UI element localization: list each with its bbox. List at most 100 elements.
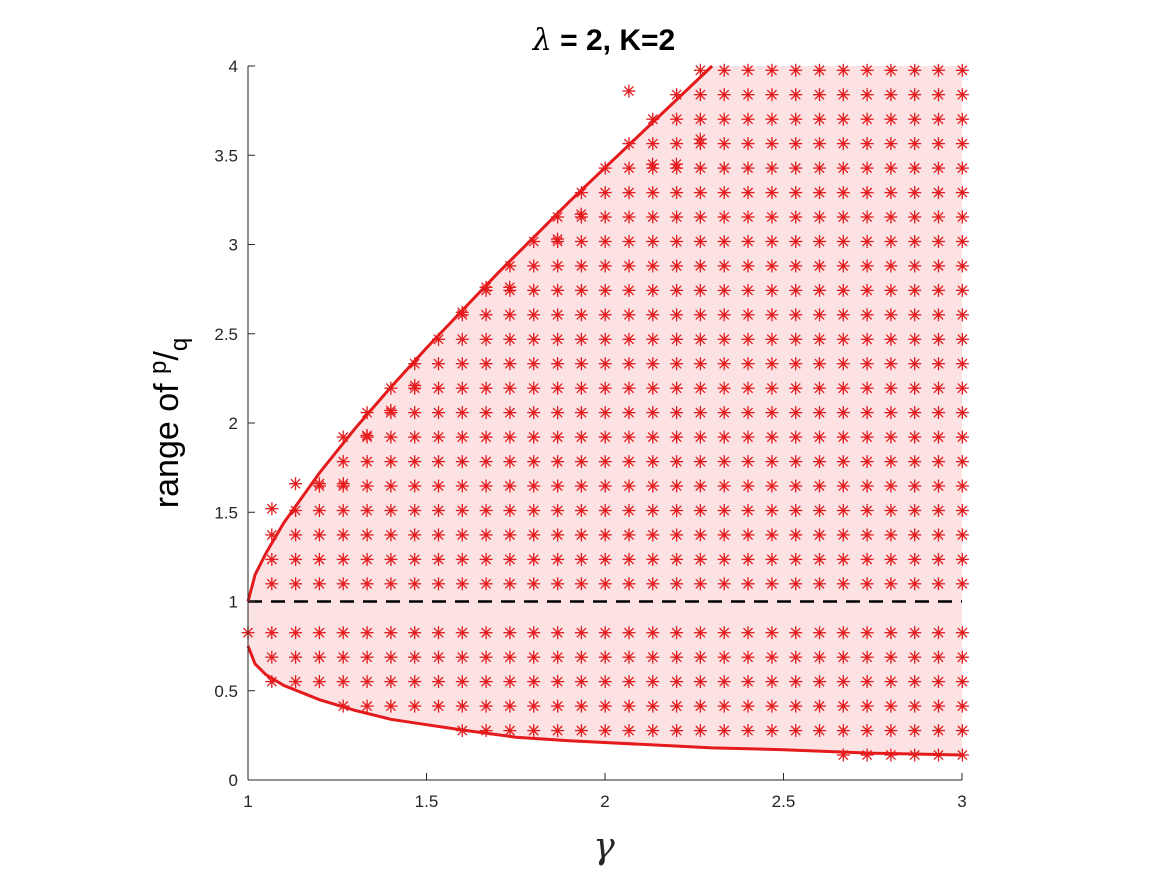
data-point-marker xyxy=(836,210,850,224)
data-point-marker xyxy=(527,357,541,371)
data-point-marker xyxy=(598,504,612,517)
data-point-marker xyxy=(884,381,898,395)
data-point-marker xyxy=(336,477,350,491)
data-point-marker xyxy=(455,332,469,346)
data-point-marker xyxy=(789,504,803,517)
data-point-marker xyxy=(622,235,636,248)
data-point-marker xyxy=(503,406,517,420)
data-point-marker xyxy=(670,210,684,224)
data-point-marker xyxy=(551,577,565,591)
data-point-marker xyxy=(836,430,850,444)
data-point-marker xyxy=(574,724,588,738)
data-point-marker xyxy=(813,235,826,248)
data-point-marker xyxy=(622,161,636,175)
data-point-marker xyxy=(551,381,565,395)
data-point-marker xyxy=(455,504,469,517)
data-point-marker xyxy=(860,381,874,395)
y-tick-label: 2 xyxy=(229,414,238,433)
data-point-marker xyxy=(574,357,588,371)
data-point-marker xyxy=(932,88,945,102)
data-point-marker xyxy=(360,626,374,640)
data-point-marker xyxy=(646,552,660,566)
data-point-marker xyxy=(884,63,898,77)
data-point-marker xyxy=(860,406,874,420)
data-point-marker xyxy=(336,504,350,517)
data-point-marker xyxy=(527,504,541,517)
data-point-marker xyxy=(955,430,969,444)
data-point-marker xyxy=(479,699,493,713)
data-point-marker xyxy=(670,430,684,444)
data-point-marker xyxy=(622,357,636,371)
data-point-marker xyxy=(384,504,398,517)
data-point-marker xyxy=(860,259,874,273)
data-point-marker xyxy=(765,235,779,248)
data-point-marker xyxy=(598,210,612,224)
data-point-marker xyxy=(860,675,874,689)
data-point-marker xyxy=(598,455,612,469)
data-point-marker xyxy=(836,650,850,664)
data-point-marker xyxy=(408,406,422,420)
data-point-marker xyxy=(813,577,826,591)
data-point-marker xyxy=(479,528,493,542)
data-point-marker xyxy=(908,308,922,322)
data-point-marker xyxy=(503,479,517,493)
data-point-marker xyxy=(551,332,565,346)
data-point-marker xyxy=(789,63,803,77)
data-point-marker xyxy=(908,381,922,395)
data-point-marker xyxy=(789,406,803,420)
data-point-marker xyxy=(622,332,636,346)
data-point-marker xyxy=(693,308,707,322)
data-point-marker xyxy=(908,406,922,420)
data-point-marker xyxy=(955,63,969,77)
data-point-marker xyxy=(622,699,636,713)
data-point-marker xyxy=(884,186,898,200)
data-point-marker xyxy=(598,552,612,566)
data-point-marker xyxy=(932,626,945,640)
data-point-marker xyxy=(860,552,874,566)
data-point-marker xyxy=(741,430,755,444)
data-point-marker xyxy=(836,259,850,273)
data-point-marker xyxy=(717,235,731,248)
data-point-marker xyxy=(860,724,874,738)
data-point-marker xyxy=(289,626,303,640)
data-point-marker xyxy=(860,332,874,346)
data-point-marker xyxy=(955,406,969,420)
data-point-marker xyxy=(884,332,898,346)
data-point-marker xyxy=(932,308,945,322)
data-point-marker xyxy=(455,699,469,713)
data-point-marker xyxy=(765,552,779,566)
data-point-marker xyxy=(622,84,636,98)
data-point-marker xyxy=(765,112,779,126)
data-point-marker xyxy=(455,479,469,493)
data-point-marker xyxy=(765,479,779,493)
data-point-marker xyxy=(741,381,755,395)
data-point-marker xyxy=(908,430,922,444)
data-point-marker xyxy=(836,112,850,126)
data-point-marker xyxy=(646,406,660,420)
data-point-marker xyxy=(908,650,922,664)
data-point-marker xyxy=(574,528,588,542)
data-point-marker xyxy=(503,455,517,469)
data-point-marker xyxy=(717,528,731,542)
data-point-marker xyxy=(932,357,945,371)
data-point-marker xyxy=(741,577,755,591)
data-point-marker xyxy=(312,528,326,542)
data-point-marker xyxy=(336,675,350,689)
data-point-marker xyxy=(717,699,731,713)
data-point-marker xyxy=(765,528,779,542)
data-point-marker xyxy=(598,259,612,273)
ylabel-prefix: range of xyxy=(148,374,186,508)
data-point-marker xyxy=(479,430,493,444)
data-point-marker xyxy=(813,112,826,126)
data-point-marker xyxy=(669,157,683,171)
data-point-marker xyxy=(908,186,922,200)
data-point-marker xyxy=(908,626,922,640)
data-point-marker xyxy=(574,381,588,395)
data-point-marker xyxy=(432,504,445,517)
data-point-marker xyxy=(836,88,850,102)
data-point-marker xyxy=(384,479,398,493)
data-point-marker xyxy=(646,283,660,297)
data-point-marker xyxy=(527,259,541,273)
data-point-marker xyxy=(574,332,588,346)
